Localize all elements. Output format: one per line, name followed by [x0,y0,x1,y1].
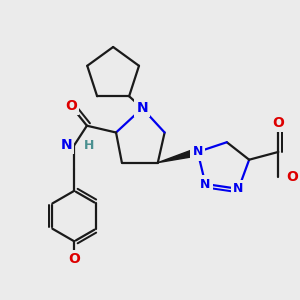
Text: N: N [233,182,244,195]
Text: O: O [272,116,284,130]
Text: N: N [61,138,72,152]
Text: N: N [193,146,203,158]
Text: O: O [286,170,298,184]
Text: N: N [200,178,211,190]
Text: O: O [65,99,77,113]
Text: H: H [84,139,94,152]
Text: O: O [68,252,80,266]
Polygon shape [158,148,199,163]
Text: N: N [136,101,148,115]
